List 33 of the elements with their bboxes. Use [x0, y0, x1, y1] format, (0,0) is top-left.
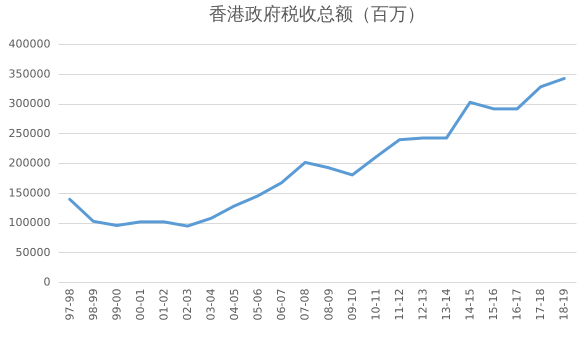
y-tick-label: 300000 — [8, 97, 50, 110]
y-tick-label: 200000 — [8, 156, 50, 170]
x-tick-label: 00-01 — [134, 288, 147, 320]
x-tick-label: 16-17 — [510, 288, 524, 320]
x-tick-label: 05-06 — [252, 288, 265, 320]
x-tick-label: 07-08 — [298, 288, 312, 320]
x-tick-label: 06-07 — [275, 288, 288, 320]
x-tick-label: 98-99 — [86, 288, 100, 320]
y-tick-label: 0 — [44, 276, 50, 288]
x-tick-label: 17-18 — [534, 288, 548, 320]
y-tick-label: 350000 — [8, 67, 50, 80]
x-tick-label: 13-14 — [440, 288, 453, 320]
x-tick-label: 14-15 — [464, 288, 477, 320]
x-tick-label: 12-13 — [416, 288, 430, 320]
line-series — [68, 77, 566, 228]
x-tick-label: 10-11 — [369, 288, 382, 320]
y-tick-label: 250000 — [8, 126, 50, 140]
x-tick-label: 97-98 — [63, 288, 76, 320]
y-tick-label: 400000 — [8, 38, 50, 50]
y-tick-label: 150000 — [8, 186, 50, 200]
y-tick-label: 100000 — [8, 216, 50, 229]
x-tick-label: 03-04 — [204, 288, 218, 320]
x-tick-label: 15-16 — [487, 288, 500, 320]
x-tick-label: 01-02 — [157, 288, 170, 320]
chart-title: 香港政府税收总额（百万） — [209, 4, 425, 25]
x-tick-label: 11-12 — [392, 288, 406, 320]
x-tick-label: 99-00 — [110, 288, 124, 320]
x-tick-label: 04-05 — [228, 288, 242, 320]
y-tick-label: 50000 — [16, 246, 50, 259]
x-tick-label: 08-09 — [322, 288, 336, 320]
x-tick-label: 18-19 — [558, 288, 571, 320]
x-tick-label: 02-03 — [181, 288, 194, 320]
x-tick-label: 09-10 — [346, 288, 359, 320]
